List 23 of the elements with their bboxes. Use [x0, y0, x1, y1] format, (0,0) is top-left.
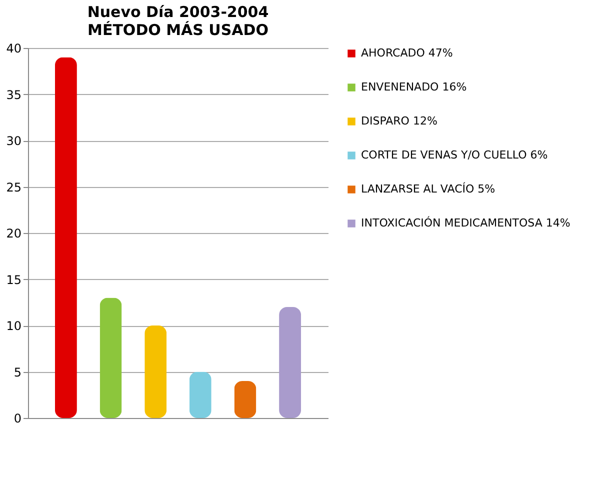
bar	[234, 381, 256, 418]
legend-label: CORTE DE VENAS Y/O CUELLO 6%	[361, 148, 548, 162]
bar	[100, 298, 122, 418]
y-tick-label: 15	[6, 272, 22, 287]
y-tick-label: 5	[14, 365, 22, 380]
y-tick-label: 0	[14, 412, 22, 426]
bar	[279, 307, 302, 418]
y-tick-label: 30	[6, 134, 22, 148]
y-tick-label: 20	[6, 226, 22, 240]
legend-label: LANZARSE AL VACÍO 5%	[361, 182, 496, 196]
y-tick-label: 10	[6, 319, 22, 333]
legend-label: INTOXICACIÓN MEDICAMENTOSA 14%	[361, 216, 570, 230]
chart-subtitle: MÉTODO MÁS USADO	[88, 21, 268, 39]
y-tick-label: 35	[6, 88, 22, 102]
legend-label: DISPARO 12%	[361, 114, 438, 128]
legend-label: AHORCADO 47%	[361, 46, 453, 60]
y-tick-label: 40	[6, 42, 22, 56]
y-tick-label: 25	[6, 180, 22, 194]
bar	[189, 372, 212, 418]
bar	[144, 326, 167, 418]
chart-title: Nuevo Día 2003-2004	[87, 3, 269, 21]
legend-label: ENVENENADO 16%	[361, 80, 467, 94]
bar	[54, 57, 77, 418]
